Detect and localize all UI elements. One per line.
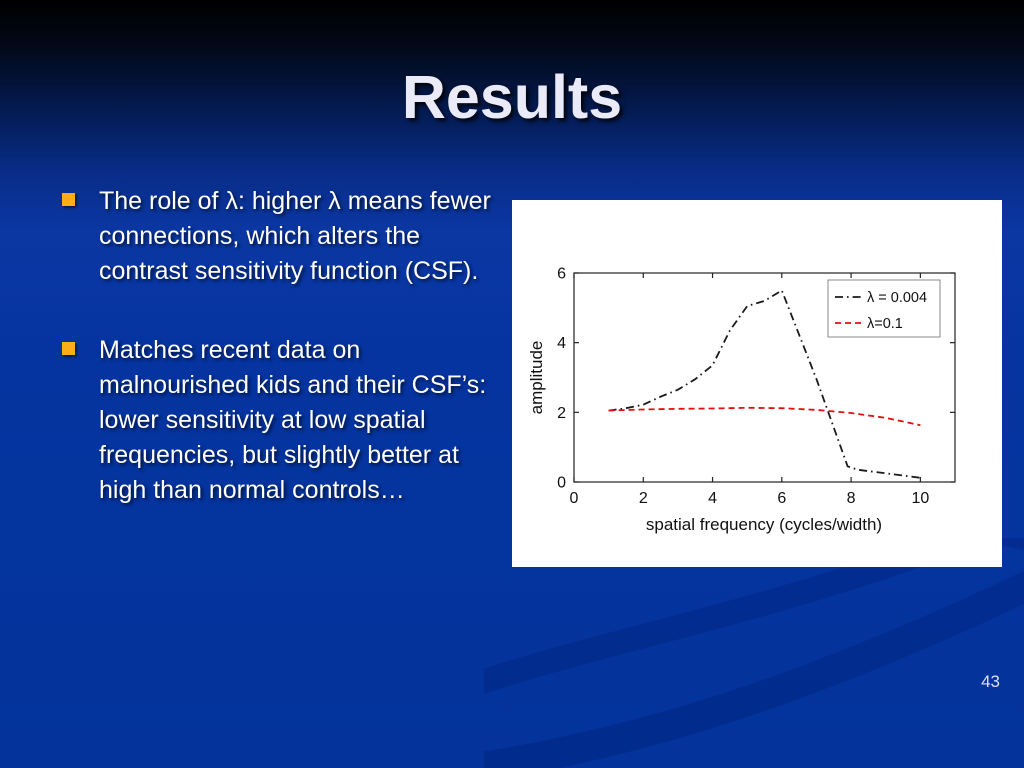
axis-tick-labels: 0 2 4 6 8 10 0 2 4 6 [557, 266, 929, 508]
bullet-square-icon [62, 342, 75, 355]
chart-panel: 0 2 4 6 8 10 0 2 4 6 spatial frequency (cycles/wi… [512, 200, 1002, 567]
y-tick-label: 6 [557, 266, 566, 283]
series-line-1 [608, 406, 921, 427]
bullet-item: The role of λ: higher λ means fewer conn… [60, 184, 512, 289]
slide-title: Results [401, 63, 623, 131]
csf-line-chart: 0 2 4 6 8 10 0 2 4 6 spatial frequency (cycles/wi… [527, 266, 956, 534]
bullet-text: The role of λ: higher λ means fewer conn… [99, 187, 491, 285]
x-tick-label: 8 [847, 490, 856, 507]
y-tick-label: 4 [557, 335, 566, 352]
x-tick-label: 6 [777, 490, 786, 507]
legend-box [827, 279, 941, 338]
bullet-list: The role of λ: higher λ means fewer conn… [60, 184, 512, 552]
swoosh-curve-lower [484, 570, 1024, 768]
page-number: 43 [981, 672, 1000, 691]
y-axis-label: amplitude [527, 341, 546, 415]
x-tick-label: 2 [639, 490, 648, 507]
chart-legend: λ = 0.004 λ=0.1 [827, 279, 941, 338]
y-tick-label: 2 [557, 405, 566, 422]
bullet-text: Matches recent data on malnourished kids… [99, 336, 487, 504]
x-axis-label: spatial frequency (cycles/width) [646, 515, 882, 534]
chart-series [608, 289, 921, 479]
y-tick-label: 0 [557, 475, 566, 492]
bullet-square-icon [62, 193, 75, 206]
x-tick-label: 0 [570, 490, 579, 507]
swoosh-decoration [484, 538, 1024, 768]
x-tick-label: 10 [911, 490, 929, 507]
x-tick-label: 4 [708, 490, 717, 507]
legend-entry-label: λ = 0.004 [867, 290, 927, 306]
axis-ticks [573, 272, 955, 483]
plot-frame [573, 272, 956, 483]
legend-entry-label: λ=0.1 [867, 316, 903, 332]
bullet-item: Matches recent data on malnourished kids… [60, 333, 512, 508]
